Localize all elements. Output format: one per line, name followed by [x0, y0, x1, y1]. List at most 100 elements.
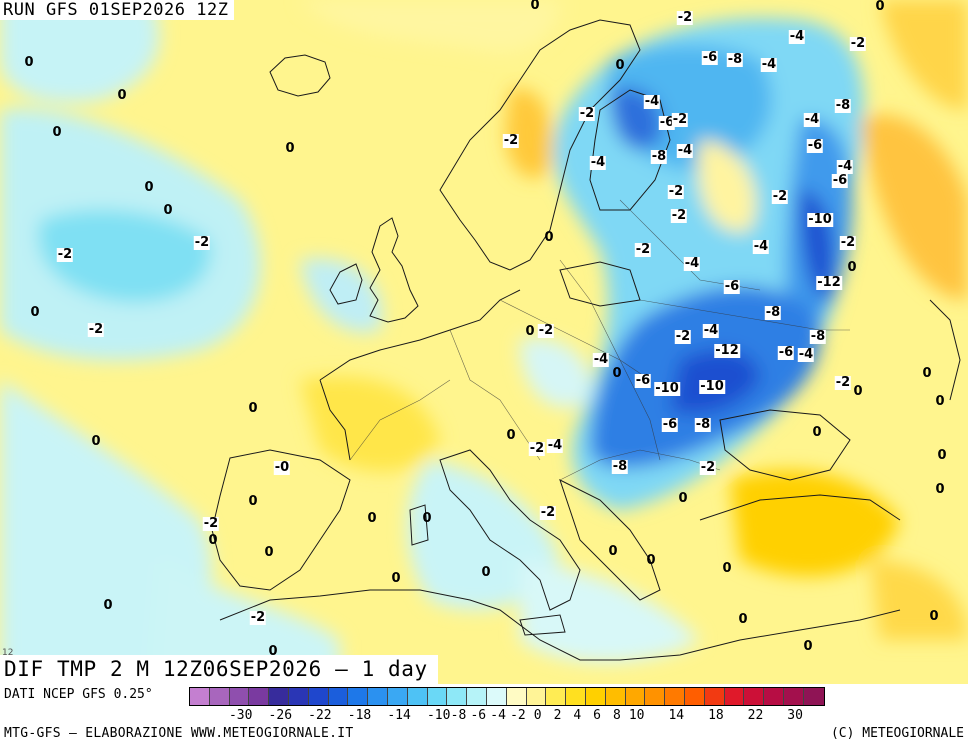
- contour-label: -2: [578, 106, 596, 121]
- color-scale: [189, 687, 825, 706]
- scale-tick-label: 18: [708, 708, 724, 723]
- scale-swatch: [605, 688, 626, 705]
- scale-swatch: [407, 688, 428, 705]
- anomaly-field: [0, 0, 968, 684]
- contour-label: 0: [30, 305, 40, 320]
- scale-swatch: [506, 688, 527, 705]
- scale-ticks: -30 -26 -22 -18 -14 -10 -8 -6 -4 -2 0 2 4 6 8 10 14 18 22 3…: [189, 708, 968, 724]
- contour-label: -2: [834, 375, 852, 390]
- contour-label: -12: [816, 275, 842, 290]
- scale-tick-label: -26: [268, 708, 293, 723]
- contour-label: -2: [539, 505, 557, 520]
- contour-label: -4: [752, 239, 770, 254]
- contour-label: 0: [24, 55, 34, 70]
- contour-label: 0: [615, 58, 625, 73]
- contour-label: -2: [771, 189, 789, 204]
- scale-swatch: [546, 688, 567, 705]
- contour-label: 0: [678, 491, 688, 506]
- contour-label: 0: [530, 0, 540, 13]
- legend: DATI NCEP GFS 0.25° -30 -26 -22 -18 -14 -10 -8…: [0, 684, 968, 745]
- contour-label: -4: [546, 438, 564, 453]
- scale-swatch: [387, 688, 408, 705]
- contour-label: -4: [589, 155, 607, 170]
- contour-label: -12: [714, 343, 740, 358]
- data-source: DATI NCEP GFS 0.25°: [4, 687, 153, 702]
- contour-label: 0: [163, 203, 173, 218]
- scale-tick-label: 4: [573, 708, 582, 723]
- contour-label: -6: [777, 345, 795, 360]
- contour-label: 0: [646, 553, 656, 568]
- map-footer-title: DIF TMP 2 M 12Z06SEP2026 — 1 day: [0, 655, 438, 684]
- contour-label: -8: [764, 305, 782, 320]
- contour-label: 0: [847, 260, 857, 275]
- scale-tick-label: 14: [668, 708, 685, 723]
- contour-label: -2: [249, 610, 267, 625]
- scale-swatch: [249, 688, 270, 705]
- contour-label: -2: [674, 329, 692, 344]
- contour-label: -10: [699, 379, 725, 394]
- contour-label: 0: [248, 494, 258, 509]
- contour-label: 0: [481, 565, 491, 580]
- credit-right: (C) METEOGIORNALE: [830, 726, 964, 741]
- contour-label: 0: [803, 639, 813, 654]
- contour-label: -4: [760, 57, 778, 72]
- contour-label: 0: [812, 425, 822, 440]
- scale-tick-label: -8: [450, 708, 467, 723]
- contour-label: -10: [654, 381, 680, 396]
- contour-label: 0: [144, 180, 154, 195]
- contour-label: 0: [506, 428, 516, 443]
- contour-label: 0: [367, 511, 377, 526]
- scale-tick-label: -18: [347, 708, 372, 723]
- contour-label: -2: [670, 208, 688, 223]
- contour-label: 0: [937, 448, 947, 463]
- scale-swatch: [783, 688, 804, 705]
- contour-label: -6: [661, 417, 679, 432]
- run-title: RUN GFS 01SEP2026 12Z: [0, 0, 235, 20]
- scale-swatch: [229, 688, 250, 705]
- contour-label: -2: [667, 184, 685, 199]
- scale-swatch: [209, 688, 230, 705]
- contour-label: 0: [722, 561, 732, 576]
- scale-swatch: [447, 688, 468, 705]
- contour-label: -2: [56, 247, 74, 262]
- contour-label: -2: [699, 460, 717, 475]
- contour-label: -2: [671, 112, 689, 127]
- contour-label: -2: [537, 323, 555, 338]
- scale-tick-label: 30: [787, 708, 803, 723]
- contour-label: 0: [935, 482, 945, 497]
- contour-label: -4: [836, 159, 854, 174]
- contour-label: -6: [723, 279, 741, 294]
- scale-tick-label: -30: [228, 708, 253, 723]
- scale-swatch: [190, 688, 210, 705]
- contour-label: 0: [117, 88, 127, 103]
- scale-swatch: [269, 688, 289, 705]
- contour-label: 0: [738, 612, 748, 627]
- contour-label: -4: [797, 347, 815, 362]
- scale-swatch: [645, 688, 666, 705]
- scale-tick-label: -4: [490, 708, 506, 723]
- temperature-anomaly-map: 12 0 0 0 0 0 0 -2 -2 0 -2 0 0 -2 0 0 -4 -2 -6 -8 -4 0 -4 -2 -6-…: [0, 0, 968, 684]
- contour-label: -4: [788, 29, 806, 44]
- scale-tick-label: -10: [426, 708, 451, 723]
- contour-label: 0: [525, 324, 535, 339]
- scale-swatch: [566, 688, 586, 705]
- contour-label: -8: [650, 149, 668, 164]
- contour-label: -8: [694, 417, 712, 432]
- scale-tick-label: 6: [593, 708, 602, 723]
- contour-label: -4: [592, 352, 610, 367]
- scale-swatch: [328, 688, 349, 705]
- scale-swatch: [585, 688, 606, 705]
- contour-label: -4: [702, 323, 720, 338]
- contour-label: -8: [834, 98, 852, 113]
- scale-swatch: [427, 688, 448, 705]
- contour-label: -2: [528, 441, 546, 456]
- contour-label: 0: [875, 0, 885, 14]
- contour-label: -4: [643, 94, 661, 109]
- scale-tick-label: -14: [387, 708, 411, 723]
- scale-tick-label: -22: [308, 708, 332, 723]
- contour-label: 0: [612, 366, 622, 381]
- contour-label: -2: [839, 235, 857, 250]
- contour-label: -6: [701, 50, 719, 65]
- contour-label: 0: [544, 230, 554, 245]
- contour-label: -4: [803, 112, 821, 127]
